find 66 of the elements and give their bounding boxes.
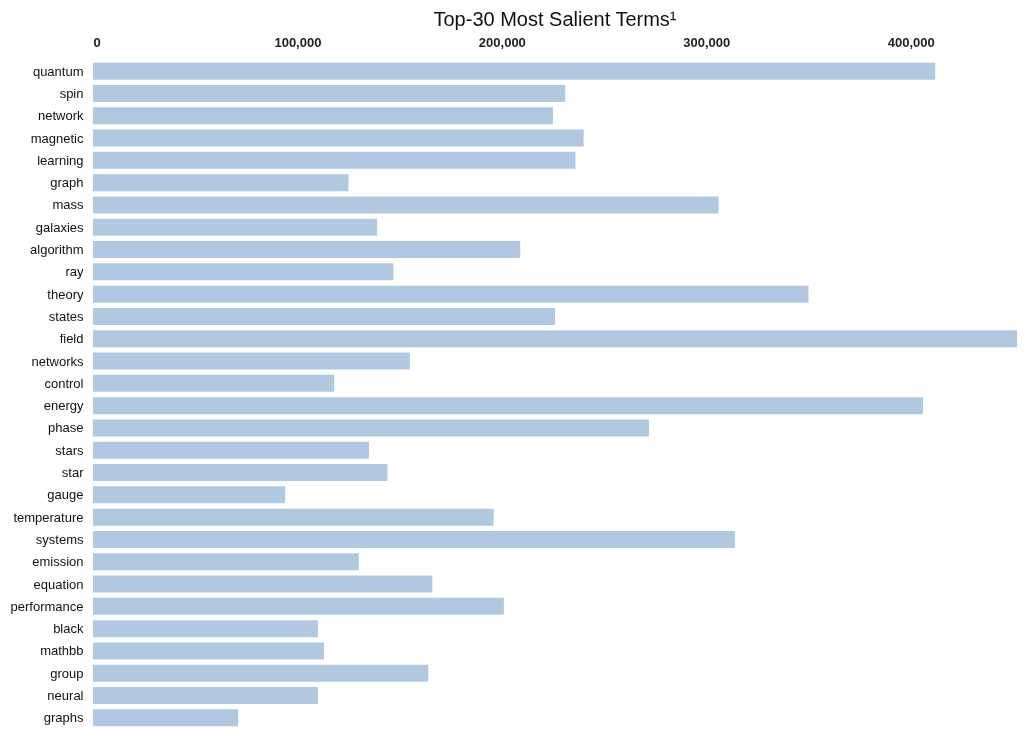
y-tick-label: galaxies [35, 219, 84, 235]
bar [93, 330, 1017, 348]
y-tick-label: graph [50, 175, 84, 191]
x-tick-label: 100,000 [274, 34, 322, 50]
y-tick-label: mathbb [40, 643, 84, 659]
y-tick-label: network [37, 108, 84, 124]
y-tick-label: magnetic [30, 130, 84, 146]
bar [93, 419, 650, 437]
y-tick-label: control [44, 375, 84, 391]
y-tick-label: field [59, 331, 84, 347]
bar [93, 486, 286, 504]
chart-title: Top-30 Most Salient Terms¹ [433, 8, 677, 30]
bar [93, 174, 349, 192]
y-tick-label: equation [33, 576, 84, 592]
y-tick-label: emission [32, 554, 84, 570]
bar [93, 352, 410, 370]
y-tick-label: theory [47, 286, 84, 302]
bar [93, 218, 378, 236]
bar [93, 151, 576, 169]
y-tick-label: temperature [13, 509, 84, 525]
y-tick-label: algorithm [30, 242, 84, 258]
bar [93, 374, 335, 392]
y-tick-label: spin [59, 85, 84, 101]
bar [93, 642, 324, 660]
bar [93, 597, 504, 615]
y-tick-label: quantum [32, 63, 84, 79]
bar [93, 530, 735, 548]
y-tick-label: black [53, 621, 84, 637]
bar [93, 508, 494, 526]
x-tick-label: 0 [93, 34, 101, 50]
y-tick-label: graphs [43, 710, 84, 726]
y-tick-label: performance [10, 598, 84, 614]
y-tick-label: neural [47, 688, 84, 704]
x-tick-label: 200,000 [478, 34, 526, 50]
bar [93, 263, 394, 281]
x-tick-label: 300,000 [683, 34, 731, 50]
bar [93, 285, 809, 303]
bar [93, 441, 369, 459]
x-tick-label: 400,000 [887, 34, 935, 50]
y-tick-label: group [50, 665, 84, 681]
bar [93, 464, 388, 482]
bar [93, 196, 719, 214]
bar [93, 129, 584, 147]
bar [93, 553, 359, 571]
bar [93, 307, 555, 325]
bar [93, 84, 566, 102]
bar [93, 687, 318, 705]
y-tick-label: systems [35, 531, 84, 547]
bar [93, 709, 239, 727]
y-tick-label: phase [48, 420, 84, 436]
bar [93, 664, 429, 682]
bar [93, 241, 521, 259]
y-tick-label: networks [31, 353, 84, 369]
y-tick-label: ray [65, 264, 84, 280]
bar [93, 397, 923, 415]
y-tick-label: stars [55, 442, 84, 458]
bar [93, 620, 318, 638]
y-tick-label: states [48, 308, 84, 324]
y-tick-label: energy [43, 398, 84, 414]
bar [93, 575, 433, 593]
bar [93, 107, 553, 125]
bar [93, 62, 936, 80]
y-tick-label: gauge [47, 487, 84, 503]
y-tick-label: star [61, 465, 85, 481]
y-tick-label: mass [52, 197, 84, 213]
y-tick-label: learning [37, 152, 84, 168]
